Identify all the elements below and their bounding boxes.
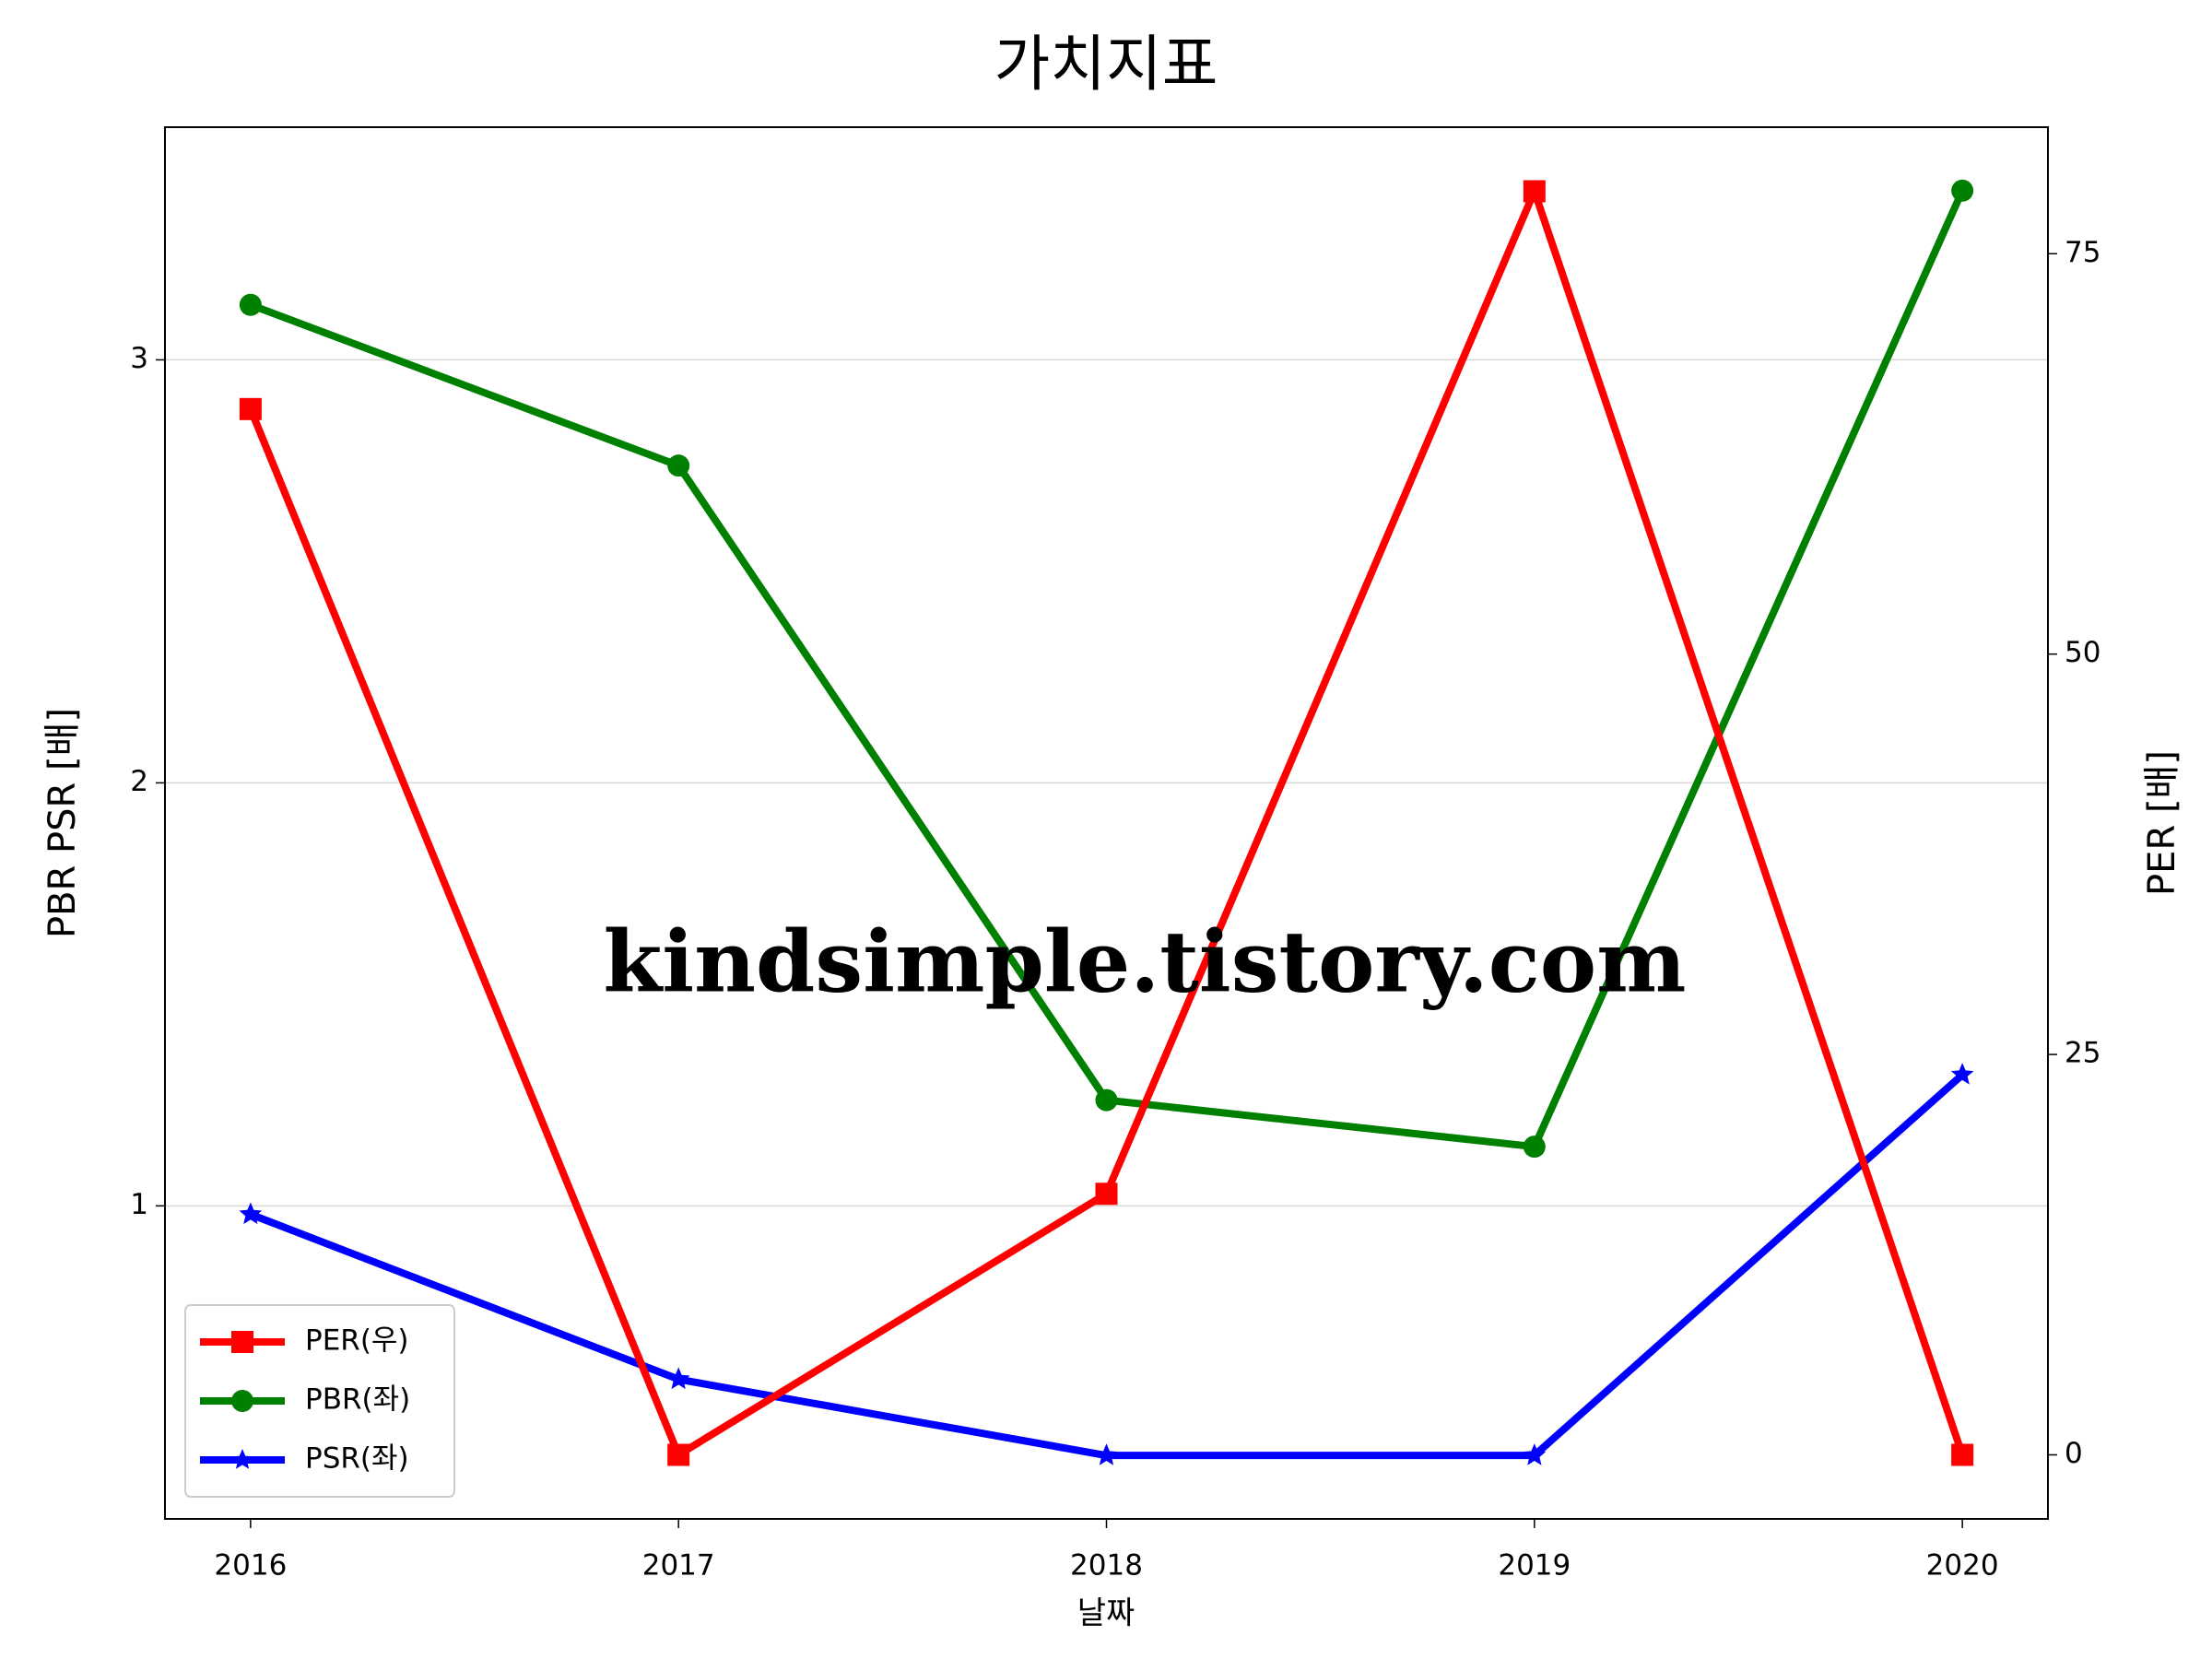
legend-marker xyxy=(231,1331,253,1353)
marker xyxy=(239,397,262,420)
marker xyxy=(1095,1088,1118,1112)
marker xyxy=(239,1202,263,1225)
marker xyxy=(1095,1182,1118,1206)
marker xyxy=(667,1443,690,1466)
legend-label: PSR(좌) xyxy=(305,1442,409,1476)
plot-frame xyxy=(164,126,2049,1520)
marker xyxy=(1523,1443,1547,1465)
legend-label: PER(우) xyxy=(305,1324,409,1358)
x-tick-label: 2016 xyxy=(214,1549,287,1583)
y2-tick-label: 75 xyxy=(2065,236,2100,269)
legend-marker xyxy=(231,1449,253,1469)
marker xyxy=(1950,1063,1974,1085)
y-axis-label: PBR PSR [배] xyxy=(41,708,84,938)
x-tick-label: 2017 xyxy=(642,1549,715,1583)
marker xyxy=(1951,179,1974,202)
marker xyxy=(1523,1135,1546,1159)
y-tick-label: 3 xyxy=(130,342,148,375)
y2-tick-label: 50 xyxy=(2065,636,2100,669)
x-tick-label: 2020 xyxy=(1926,1549,1999,1583)
marker xyxy=(666,1367,690,1390)
y-tick-label: 2 xyxy=(130,765,148,798)
y2-axis-label: PER [배] xyxy=(2141,750,2183,896)
x-tick-label: 2019 xyxy=(1498,1549,1571,1583)
y2-tick-label: 25 xyxy=(2065,1037,2100,1070)
marker xyxy=(239,293,262,316)
marker xyxy=(1095,1443,1118,1465)
x-tick-label: 2018 xyxy=(1070,1549,1143,1583)
y2-tick-label: 0 xyxy=(2065,1437,2083,1470)
y-tick-label: 1 xyxy=(130,1188,148,1221)
legend-label: PBR(좌) xyxy=(305,1383,410,1417)
watermark: kindsimple.tistory.com xyxy=(603,912,1686,1012)
marker xyxy=(1523,180,1546,203)
legend-marker xyxy=(231,1390,253,1412)
chart-title: 가치지표 xyxy=(994,29,1218,100)
x-axis-label: 날짜 xyxy=(1077,1595,1135,1632)
marker xyxy=(667,454,690,477)
marker xyxy=(1951,1443,1974,1466)
